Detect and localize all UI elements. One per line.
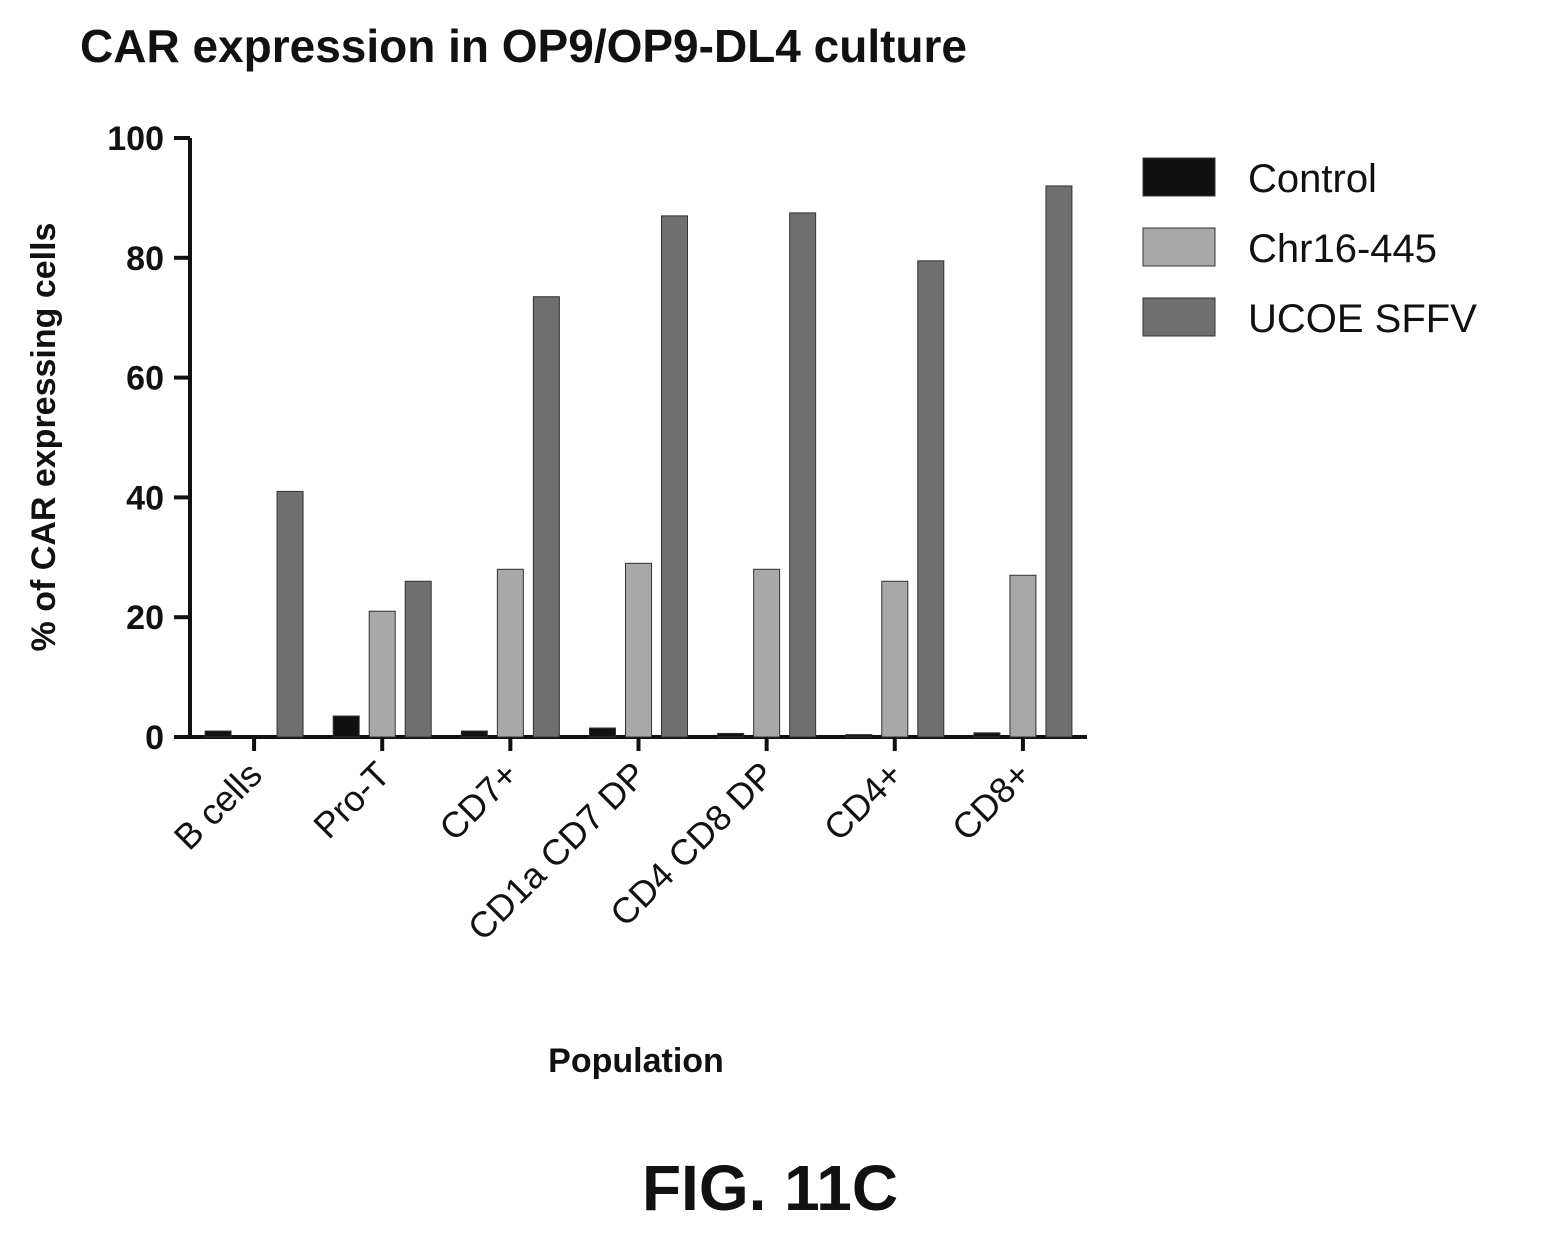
bar (589, 727, 616, 738)
x-tick-label: B cells (166, 754, 270, 858)
y-tick-label: 0 (145, 719, 164, 757)
bar (204, 730, 232, 738)
bar (496, 568, 524, 738)
figure-label: FIG. 11C (642, 1152, 898, 1224)
bar (973, 732, 1001, 738)
bar (661, 215, 688, 738)
x-tick-label: CD8+ (944, 754, 1039, 849)
bar (753, 568, 781, 738)
bar (368, 610, 396, 738)
legend-label: UCOE SFFV (1248, 297, 1477, 341)
chart-title: CAR expression in OP9/OP9-DL4 culture (80, 20, 967, 72)
bar (532, 296, 560, 738)
bar (845, 734, 873, 738)
y-tick-label: 100 (107, 120, 164, 158)
bar (1045, 185, 1073, 738)
x-tick-label: CD4+ (816, 754, 911, 849)
bar (332, 715, 360, 738)
bar (460, 730, 488, 738)
y-tick-label: 40 (126, 479, 164, 517)
bar (917, 260, 945, 738)
bar (404, 580, 432, 738)
legend-label: Control (1248, 157, 1377, 201)
legend: Control Chr16-445 UCOE SFFV (1142, 157, 1477, 341)
y-tick-label: 80 (126, 240, 164, 278)
bar (789, 212, 817, 738)
x-tick-label: CD7+ (431, 754, 526, 849)
bar (1009, 574, 1037, 738)
bar (881, 580, 909, 738)
legend-swatch (1142, 157, 1216, 197)
bar (717, 732, 745, 738)
y-tick-label: 20 (126, 599, 164, 637)
legend-swatch (1142, 227, 1216, 267)
y-axis-label: % of CAR expressing cells (25, 223, 63, 652)
bar (625, 562, 652, 738)
x-tick-label: Pro-T (305, 754, 398, 847)
x-axis-label: Population (548, 1042, 724, 1080)
bar (276, 490, 304, 738)
y-tick-label: 60 (126, 360, 164, 398)
legend-swatch (1142, 297, 1216, 337)
legend-label: Chr16-445 (1248, 227, 1437, 271)
